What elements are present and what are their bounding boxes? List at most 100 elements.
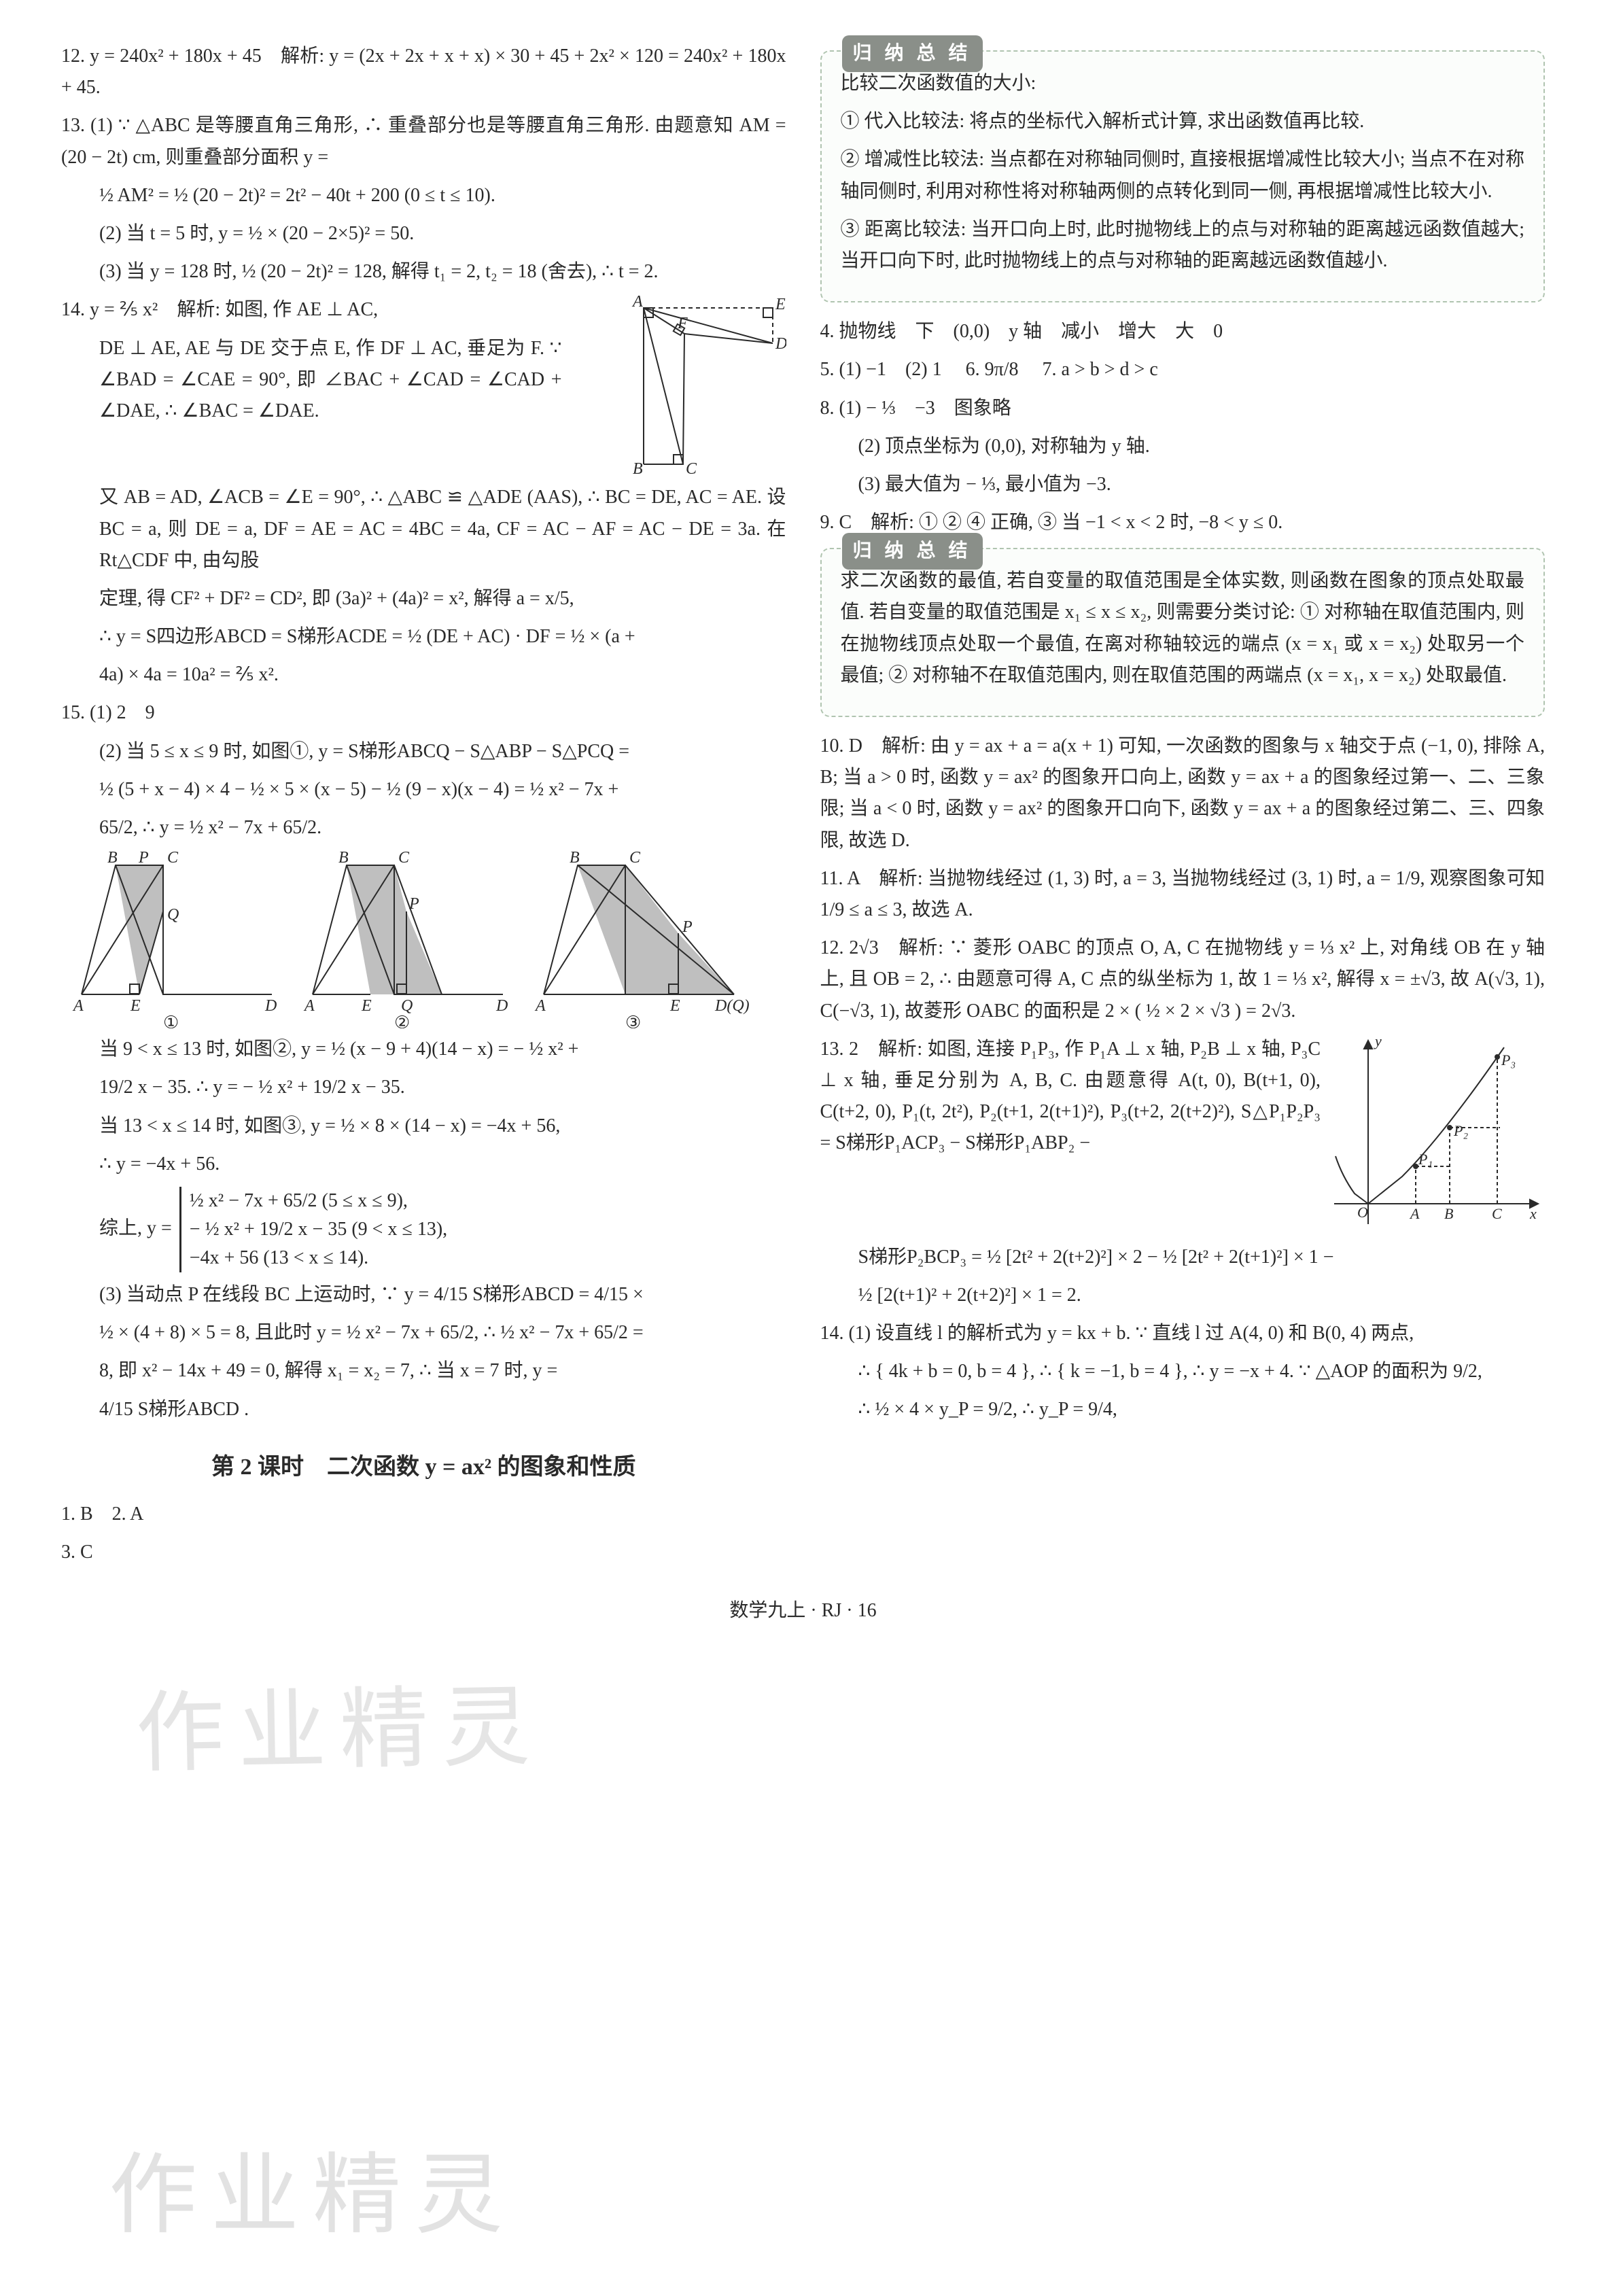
svg-text:Q: Q	[167, 906, 179, 924]
section-title: 第 2 课时 二次函数 y = ax² 的图象和性质	[61, 1448, 786, 1486]
svg-text:D(Q): D(Q)	[714, 997, 750, 1015]
svg-text:E: E	[669, 997, 680, 1015]
watermark-1: 作业精灵	[135, 1655, 545, 1808]
svg-text:B: B	[633, 460, 643, 478]
svg-text:C: C	[629, 852, 641, 867]
summary-box-2: 归 纳 总 结 求二次函数的最值, 若自变量的取值范围是全体实数, 则函数在图象…	[820, 548, 1546, 717]
svg-text:C: C	[1492, 1205, 1502, 1222]
r-q13c: ½ [2(t+1)² + 2(t+2)²] × 1 = 2.	[820, 1280, 1546, 1311]
svg-text:A: A	[72, 997, 84, 1015]
summary-box-1: 归 纳 总 结 比较二次函数值的大小: ① 代入比较法: 将点的坐标代入解析式计…	[820, 50, 1546, 302]
svg-text:B: B	[107, 852, 118, 867]
svg-text:P₁: P₁	[1418, 1151, 1433, 1168]
page-footer: 数学九上 · RJ · 16	[61, 1595, 1545, 1627]
svg-text:y: y	[1374, 1034, 1382, 1049]
svg-text:①: ①	[163, 1013, 179, 1028]
fig-15-group: B P C Q A E D ①	[61, 852, 786, 1028]
svg-text:C: C	[167, 852, 179, 867]
svg-text:P₃: P₃	[1501, 1051, 1516, 1068]
item-13-4: (3) 当 y = 128 时, ½ (20 − 2t)² = 128, 解得 …	[61, 256, 786, 288]
svg-text:A: A	[303, 997, 315, 1015]
item-13-2: ½ AM² = ½ (20 − 2t)² = 2t² − 40t + 200 (…	[61, 180, 786, 211]
svg-text:B: B	[570, 852, 580, 867]
box1-l2: ① 代入比较法: 将点的坐标代入解析式计算, 求出函数值再比较.	[841, 106, 1525, 137]
fig-13r: O x y A B C P₁ P₂ P₃	[1327, 1034, 1545, 1238]
item-15-5: 当 9 < x ≤ 13 时, 如图②, y = ½ (x − 9 + 4)(1…	[61, 1034, 786, 1065]
svg-text:E: E	[361, 997, 372, 1015]
item-14-1-text: 14. y = ⅖ x² 解析: 如图, 作 AE ⊥ AC,	[61, 299, 378, 320]
piecewise-3: −4x + 56 (13 < x ≤ 14).	[190, 1244, 447, 1272]
item-13-1: 13. (1) ∵ △ABC 是等腰直角三角形, ∴ 重叠部分也是等腰直角三角形…	[61, 110, 786, 173]
left-column: 12. y = 240x² + 180x + 45 解析: y = (2x + …	[61, 41, 786, 1575]
svg-text:D: D	[775, 335, 786, 353]
svg-text:C: C	[398, 852, 410, 867]
piecewise-2: − ½ x² + 19/2 x − 35 (9 < x ≤ 13),	[190, 1215, 447, 1244]
box1-l1: 比较二次函数值的大小:	[841, 68, 1525, 99]
svg-text:B: B	[338, 852, 349, 867]
item-15-piecewise: 综上, y = ½ x² − 7x + 65/2 (5 ≤ x ≤ 9), − …	[61, 1187, 786, 1272]
item-15-8: ∴ y = −4x + 56.	[61, 1149, 786, 1180]
svg-text:③: ③	[625, 1013, 641, 1028]
svg-text:A: A	[1409, 1205, 1420, 1222]
svg-text:A: A	[631, 294, 643, 311]
item-15-2: (2) 当 5 ≤ x ≤ 9 时, 如图①, y = S梯形ABCQ − S△…	[61, 736, 786, 767]
r-q14b: ∴ { 4k + b = 0, b = 4 }, ∴ { k = −1, b =…	[820, 1356, 1546, 1387]
svg-text:F: F	[677, 315, 688, 332]
ans-3: 3. C	[61, 1537, 786, 1568]
r-q13a: O x y A B C P₁ P₂ P₃ 13. 2 解析: 如图, 连接 P₁…	[820, 1034, 1546, 1160]
item-15-6: 19/2 x − 35. ∴ y = − ½ x² + 19/2 x − 35.	[61, 1072, 786, 1103]
svg-text:A: A	[534, 997, 546, 1015]
piecewise-prefix: 综上, y =	[99, 1217, 172, 1238]
r-q7: 7. a > b > d > c	[1043, 359, 1158, 380]
r-q14c: ∴ ½ × 4 × y_P = 9/2, ∴ y_P = 9/4,	[820, 1394, 1546, 1425]
svg-text:D: D	[495, 997, 508, 1015]
item-15-10: ½ × (4 + 8) × 5 = 8, 且此时 y = ½ x² − 7x +…	[61, 1317, 786, 1349]
fig-14: A E F D B C	[569, 294, 786, 478]
item-15-12: 4/15 S梯形ABCD .	[61, 1394, 786, 1425]
box1-l3: ② 增减性比较法: 当点都在对称轴同侧时, 直接根据增减性比较大小; 当点不在对…	[841, 144, 1525, 207]
r-q8b: (2) 顶点坐标为 (0,0), 对称轴为 y 轴.	[820, 431, 1546, 462]
item-15-1: 15. (1) 2 9	[61, 697, 786, 729]
svg-text:C: C	[686, 460, 697, 478]
item-14-1: 14. y = ⅖ x² 解析: 如图, 作 AE ⊥ AC,	[61, 294, 786, 326]
box-2-title: 归 纳 总 结	[842, 533, 983, 570]
r-q13b: S梯形P₂BCP₃ = ½ [2t² + 2(t+2)²] × 2 − ½ [2…	[820, 1242, 1546, 1273]
item-12: 12. y = 240x² + 180x + 45 解析: y = (2x + …	[61, 41, 786, 103]
item-14-5: ∴ y = S四边形ABCD = S梯形ACDE = ½ (DE + AC) ·…	[61, 621, 786, 653]
svg-text:P₂: P₂	[1453, 1122, 1468, 1139]
watermark-2: 作业精灵	[109, 2123, 517, 2269]
r-q11: 11. A 解析: 当抛物线经过 (1, 3) 时, a = 3, 当抛物线经过…	[820, 863, 1546, 926]
item-15-11: 8, 即 x² − 14x + 49 = 0, 解得 x₁ = x₂ = 7, …	[61, 1355, 786, 1387]
svg-text:P: P	[138, 852, 149, 867]
item-14-3: 又 AB = AD, ∠ACB = ∠E = 90°, ∴ △ABC ≌ △AD…	[61, 482, 786, 576]
svg-text:E: E	[775, 296, 786, 313]
item-14-4: 定理, 得 CF² + DF² = CD², 即 (3a)² + (4a)² =…	[61, 583, 786, 614]
svg-text:O: O	[1357, 1204, 1368, 1221]
svg-text:B: B	[1444, 1205, 1453, 1222]
item-15-3: ½ (5 + x − 4) × 4 − ½ × 5 × (x − 5) − ½ …	[61, 774, 786, 805]
svg-text:x: x	[1529, 1205, 1537, 1222]
right-column: 归 纳 总 结 比较二次函数值的大小: ① 代入比较法: 将点的坐标代入解析式计…	[820, 41, 1546, 1575]
r-q4: 4. 抛物线 下 (0,0) y 轴 减小 增大 大 0	[820, 316, 1546, 347]
r-q12: 12. 2√3 解析: ∵ 菱形 OABC 的顶点 O, A, C 在抛物线 y…	[820, 933, 1546, 1027]
box1-l4: ③ 距离比较法: 当开口向上时, 此时抛物线上的点与对称轴的距离越远函数值越大;…	[841, 214, 1525, 277]
item-15-9: (3) 当动点 P 在线段 BC 上运动时, ∵ y = 4/15 S梯形ABC…	[61, 1279, 786, 1310]
svg-text:P: P	[682, 918, 693, 936]
item-14-6: 4a) × 4a = 10a² = ⅖ x².	[61, 659, 786, 691]
r-q6: 6. 9π/8	[966, 359, 1019, 380]
r-q14a: 14. (1) 设直线 l 的解析式为 y = kx + b. ∵ 直线 l 过…	[820, 1318, 1546, 1349]
r-q8c: (3) 最大值为 − ⅓, 最小值为 −3.	[820, 469, 1546, 500]
svg-text:E: E	[130, 997, 141, 1015]
ans-1: 1. B 2. A	[61, 1499, 786, 1530]
box2-l1: 求二次函数的最值, 若自变量的取值范围是全体实数, 则函数在图象的顶点处取最值.…	[841, 566, 1525, 691]
piecewise-1: ½ x² − 7x + 65/2 (5 ≤ x ≤ 9),	[190, 1187, 447, 1215]
r-q10: 10. D 解析: 由 y = ax + a = a(x + 1) 可知, 一次…	[820, 731, 1546, 856]
item-15-7: 当 13 < x ≤ 14 时, 如图③, y = ½ × 8 × (14 − …	[61, 1111, 786, 1142]
r-q5a: 5. (1) −1 (2) 1	[820, 359, 942, 380]
r-q5-7: 5. (1) −1 (2) 1 6. 9π/8 7. a > b > d > c	[820, 354, 1546, 385]
box-1-title: 归 纳 总 结	[842, 35, 983, 72]
svg-text:②: ②	[394, 1013, 410, 1028]
svg-text:P: P	[408, 895, 419, 913]
item-15-4: 65/2, ∴ y = ½ x² − 7x + 65/2.	[61, 812, 786, 843]
r-q8a: 8. (1) − ⅓ −3 图象略	[820, 393, 1546, 424]
